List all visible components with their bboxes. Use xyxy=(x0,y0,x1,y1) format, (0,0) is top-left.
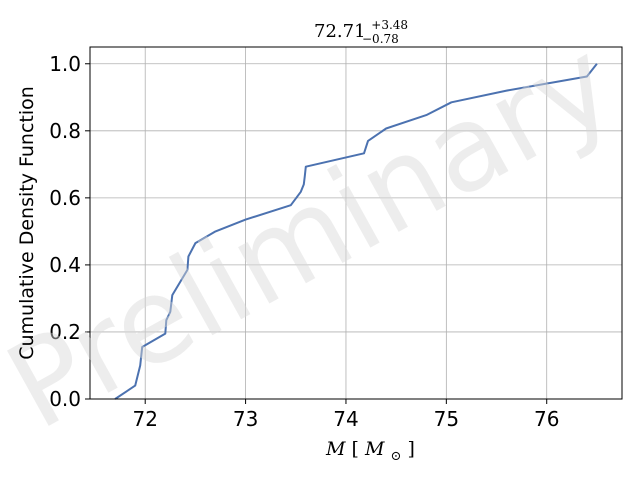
cdf-series-line xyxy=(114,63,598,400)
x-label-symbol: M xyxy=(325,438,346,460)
title-lower-error: −0.78 xyxy=(362,32,399,46)
x-label-unit: M xyxy=(364,438,385,460)
y-tick-label: 0.0 xyxy=(49,387,81,411)
watermark-text: Preliminary xyxy=(0,12,635,456)
x-tick-label: 72 xyxy=(132,407,157,431)
x-tick-label: 76 xyxy=(534,407,559,431)
x-label-sun-symbol: ⊙ xyxy=(391,449,402,464)
y-tick-label: 0.4 xyxy=(49,253,81,277)
axis-ticks: 72 73 74 75 76 0.0 0.2 0.4 0.6 0.8 1.0 xyxy=(49,52,559,431)
x-tick-label: 74 xyxy=(333,407,358,431)
chart-title: 72.71 +3.48 −0.78 xyxy=(314,13,414,46)
y-axis-label: Cumulative Density Function xyxy=(16,86,38,360)
title-value: 72.71 xyxy=(314,21,366,42)
x-tick-label: 75 xyxy=(434,407,459,431)
x-label-open-bracket: [ xyxy=(352,438,359,460)
y-tick-label: 0.8 xyxy=(49,119,81,143)
x-tick-label: 73 xyxy=(233,407,258,431)
y-tick-label: 1.0 xyxy=(49,52,81,76)
title-upper-error: +3.48 xyxy=(371,18,408,32)
x-label-close-bracket: ] xyxy=(407,438,414,460)
y-tick-label: 0.2 xyxy=(49,320,81,344)
x-axis-label: M [ M ⊙ ] xyxy=(325,438,415,465)
y-tick-label: 0.6 xyxy=(49,186,81,210)
plot-frame xyxy=(89,46,623,400)
